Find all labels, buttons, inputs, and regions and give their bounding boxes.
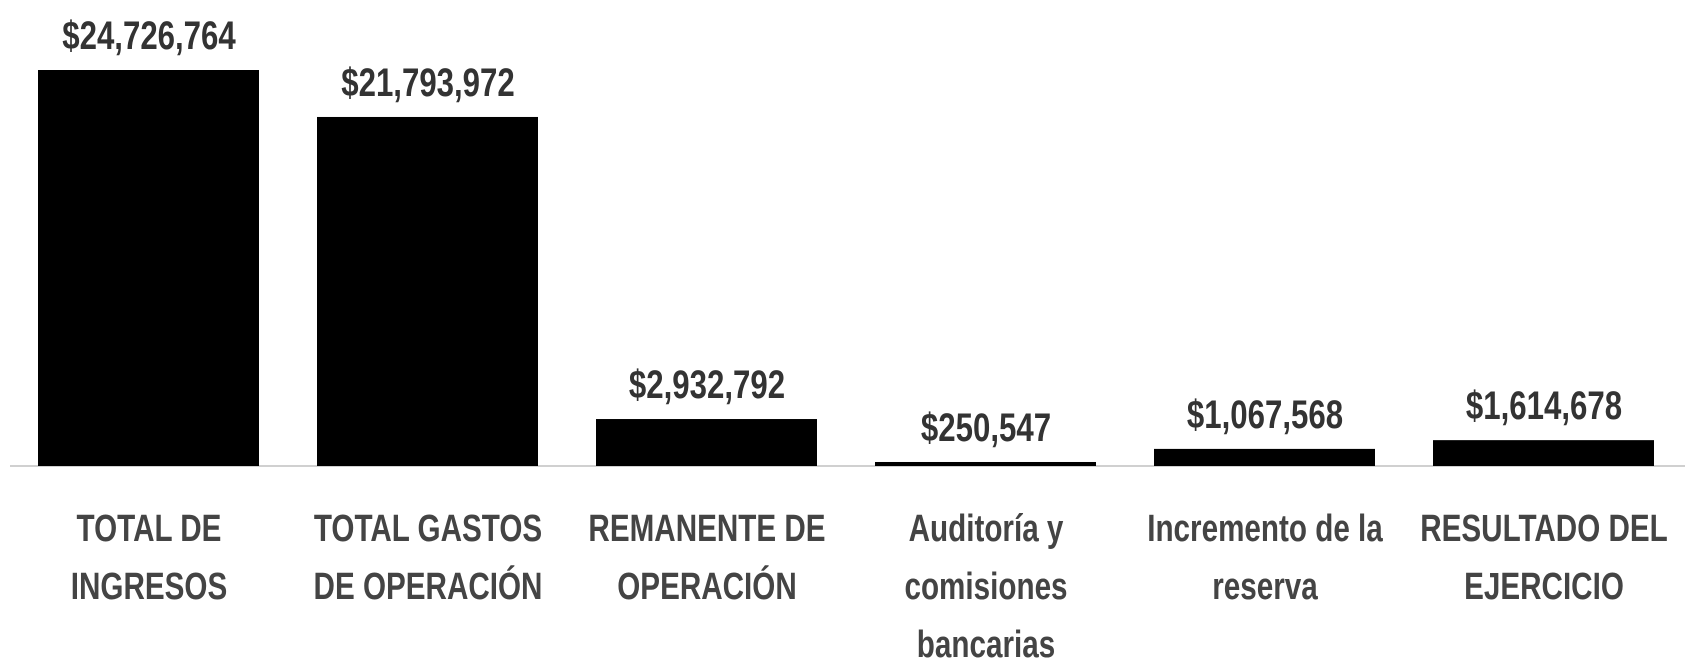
value-label: $24,726,764: [61, 14, 236, 58]
value-label: $1,067,568: [1186, 392, 1343, 437]
value-label: $1,614,678: [1465, 384, 1622, 429]
category-label: REMANENTE DE OPERACIÓN: [587, 508, 826, 608]
bar: [38, 70, 259, 466]
value-label: $250,547: [920, 405, 1051, 450]
bar: [596, 419, 817, 466]
bar: [317, 116, 538, 467]
value-label: $21,793,972: [340, 60, 515, 105]
value-label: $2,932,792: [628, 363, 785, 408]
bar: [875, 461, 1096, 466]
category-label: Auditoría y comisiones bancarias: [903, 508, 1068, 664]
bar: [1433, 440, 1654, 466]
bar: [1154, 448, 1375, 466]
category-label: TOTAL GASTOS DE OPERACIÓN: [313, 508, 542, 608]
category-label: TOTAL DE INGRESOS: [70, 508, 227, 608]
category-label: RESULTADO DEL EJERCICIO: [1419, 508, 1668, 608]
category-label: Incremento de la reserva: [1146, 508, 1383, 608]
